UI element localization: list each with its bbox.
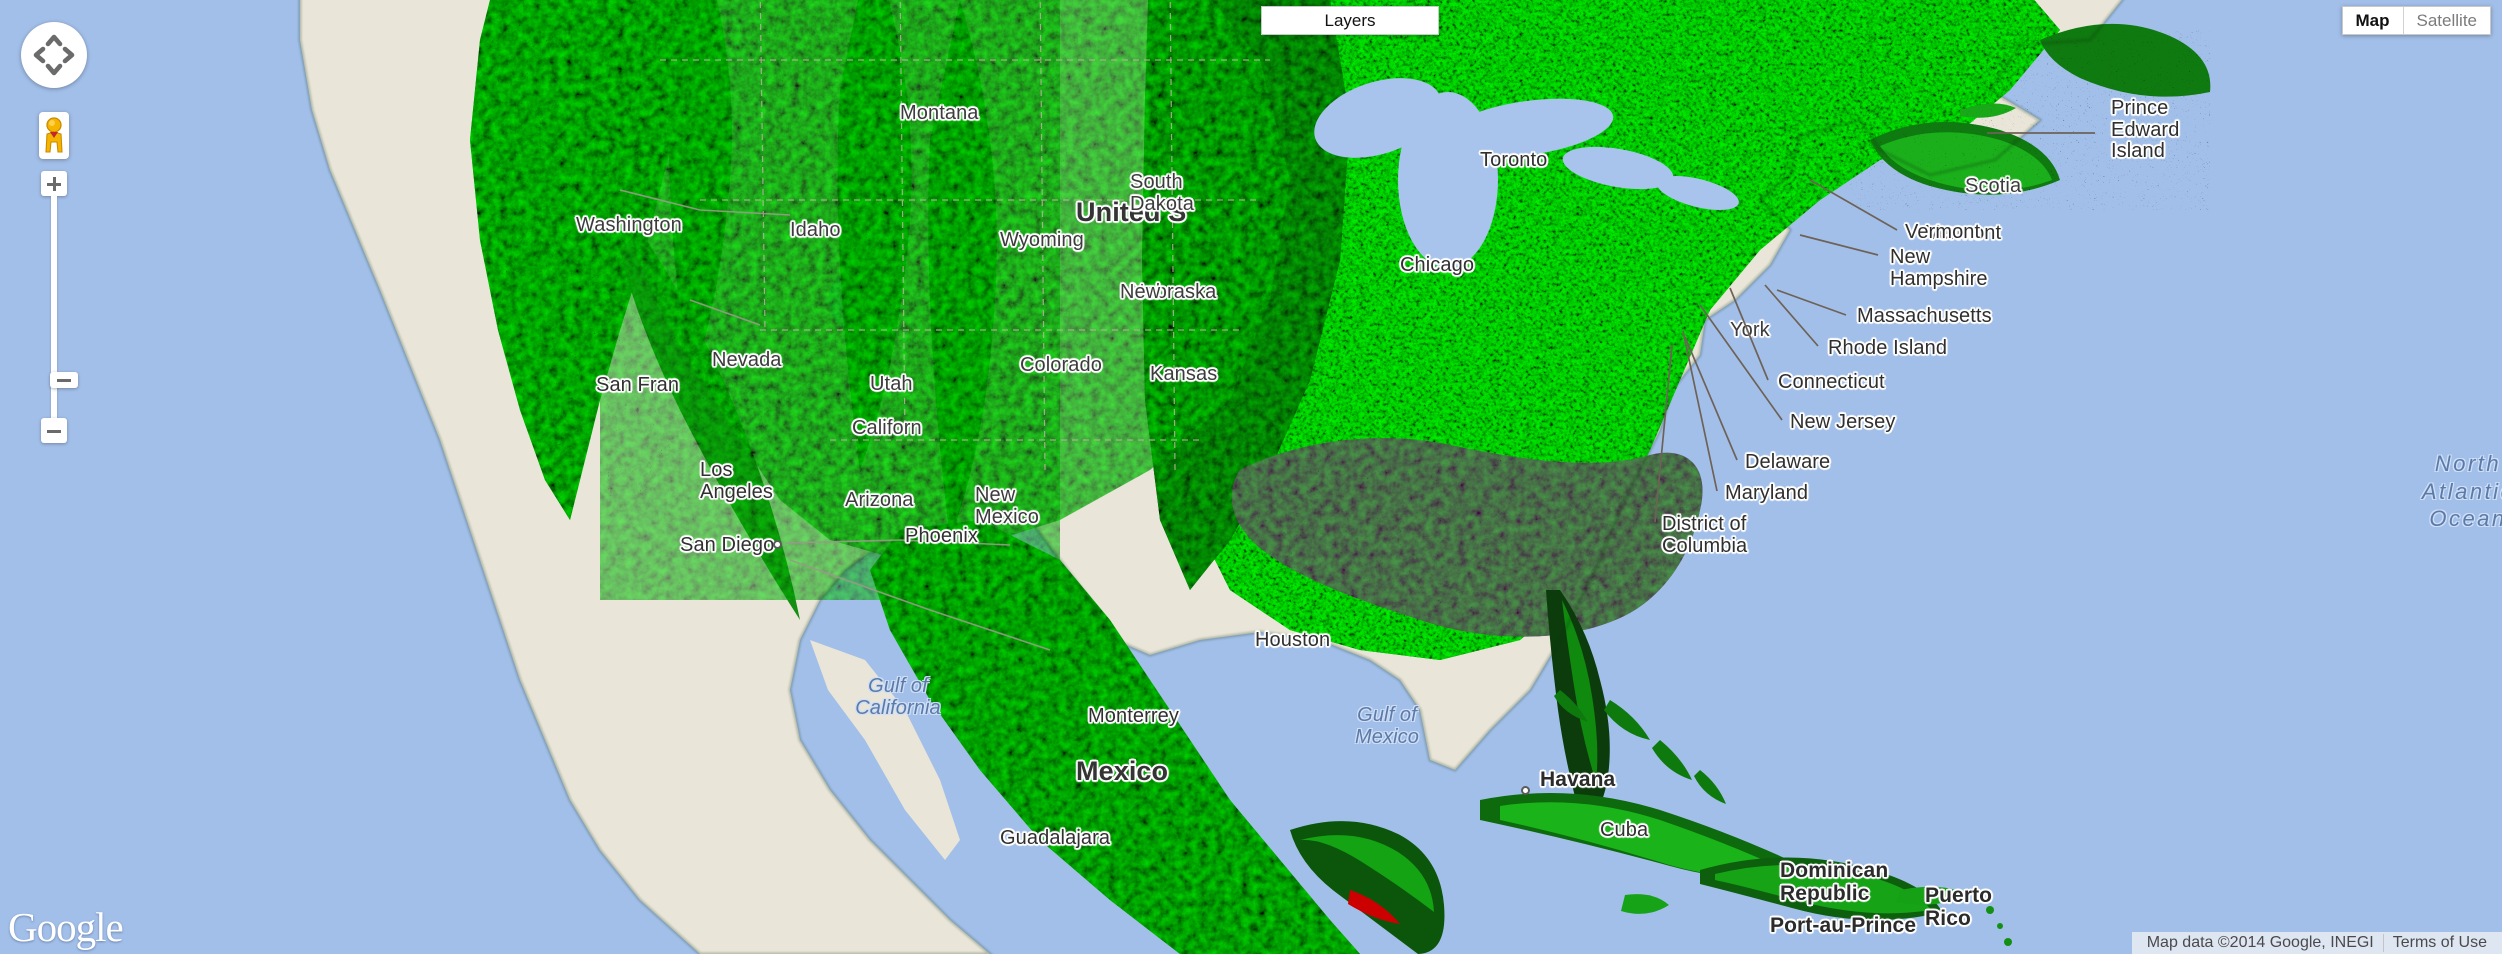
google-logo-text: Google xyxy=(8,904,124,950)
city-marker-dot xyxy=(1521,786,1530,795)
great-lakes xyxy=(1314,78,1739,268)
caribbean-islands xyxy=(1480,690,2012,946)
city-marker-dot xyxy=(773,540,782,549)
pan-arrows-icon xyxy=(33,34,75,76)
pan-control[interactable] xyxy=(21,22,87,88)
zoom-control[interactable] xyxy=(41,171,78,443)
layers-button[interactable]: Layers xyxy=(1261,6,1439,35)
minus-icon xyxy=(47,429,61,433)
zoom-slider-handle[interactable] xyxy=(50,372,78,389)
florida-peninsula xyxy=(1546,590,1610,822)
layers-button-label: Layers xyxy=(1324,10,1376,30)
zoom-out-button[interactable] xyxy=(41,418,67,443)
map-type-map-label: Map xyxy=(2355,10,2390,30)
handle-grip-icon xyxy=(57,378,71,382)
map-type-control[interactable]: Map Satellite xyxy=(2341,6,2491,35)
maritime-canada xyxy=(1850,23,2211,210)
plus-icon-v xyxy=(52,177,56,191)
highways xyxy=(619,189,1051,651)
map-data-attribution: Map data ©2014 Google, INEGI xyxy=(2146,934,2374,951)
map-type-map[interactable]: Map xyxy=(2342,7,2403,34)
state-boundaries xyxy=(660,0,1270,471)
yucatan xyxy=(1290,821,1445,954)
zoom-in-button[interactable] xyxy=(41,171,67,196)
baja-peninsula xyxy=(810,640,960,860)
map-type-satellite[interactable]: Satellite xyxy=(2402,7,2490,34)
google-logo[interactable]: Google xyxy=(8,904,124,950)
map-attribution: Map data ©2014 Google, INEGI Terms of Us… xyxy=(2131,932,2502,954)
map-type-satellite-label: Satellite xyxy=(2416,10,2477,30)
street-view-pegman[interactable] xyxy=(39,112,69,159)
pegman-icon xyxy=(45,117,63,153)
zoom-slider-track[interactable] xyxy=(50,196,78,418)
terms-of-use-link[interactable]: Terms of Use xyxy=(2382,934,2496,952)
